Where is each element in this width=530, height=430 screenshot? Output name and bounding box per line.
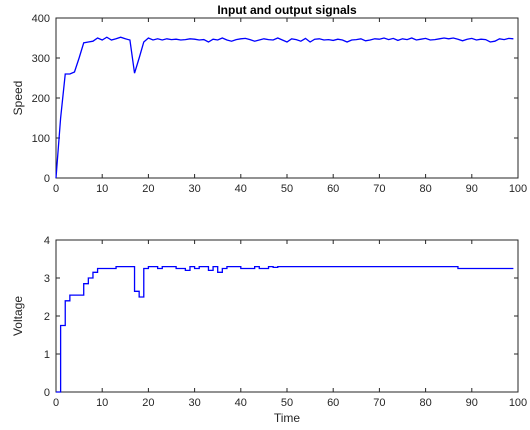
x-tick-label: 100 (509, 397, 527, 409)
x-tick-label: 90 (466, 183, 478, 195)
y-axis-label: Voltage (11, 296, 25, 336)
y-tick-label: 2 (44, 311, 50, 323)
y-tick-label: 0 (44, 173, 50, 185)
plot-area (55, 239, 519, 393)
x-tick-label: 90 (466, 397, 478, 409)
x-tick-label: 70 (373, 397, 385, 409)
x-tick-label: 80 (419, 397, 431, 409)
chart-title: Input and output signals (217, 3, 357, 17)
y-tick-label: 0 (44, 387, 50, 399)
x-tick-label: 0 (53, 183, 59, 195)
voltage-subplot: 0 10 20 30 40 50 60 70 80 90 100 0 1 2 3 4 Voltage Time (11, 235, 527, 425)
x-tick-label: 20 (142, 397, 154, 409)
x-tick-label: 0 (53, 397, 59, 409)
x-tick-label: 10 (96, 183, 108, 195)
x-tick-label: 70 (373, 183, 385, 195)
x-tick-label: 10 (96, 397, 108, 409)
y-tick-label: 1 (44, 349, 50, 361)
x-axis-label: Time (274, 411, 301, 425)
x-tick-label: 40 (235, 183, 247, 195)
x-tick-label: 20 (142, 183, 154, 195)
speed-series-line (55, 36, 514, 179)
y-tick-label: 100 (32, 133, 50, 145)
x-tick-label: 80 (419, 183, 431, 195)
y-tick-label: 3 (44, 273, 50, 285)
x-tick-label: 50 (281, 183, 293, 195)
y-tick-label: 200 (32, 93, 50, 105)
y-tick-label: 4 (44, 235, 50, 247)
plot-area (55, 17, 519, 179)
y-tick-label: 300 (32, 53, 50, 65)
x-tick-label: 60 (327, 183, 339, 195)
y-tick-label: 400 (32, 13, 50, 25)
x-tick-label: 30 (188, 183, 200, 195)
x-tick-label: 50 (281, 397, 293, 409)
x-tick-label: 100 (509, 183, 527, 195)
x-tick-label: 30 (188, 397, 200, 409)
x-tick-label: 60 (327, 397, 339, 409)
x-tick-label: 40 (235, 397, 247, 409)
speed-subplot: 0 10 20 30 40 50 60 70 80 90 100 0 100 200 300 400 Input… (11, 3, 527, 195)
voltage-series-line (56, 265, 514, 393)
y-axis-label: Speed (11, 81, 25, 116)
